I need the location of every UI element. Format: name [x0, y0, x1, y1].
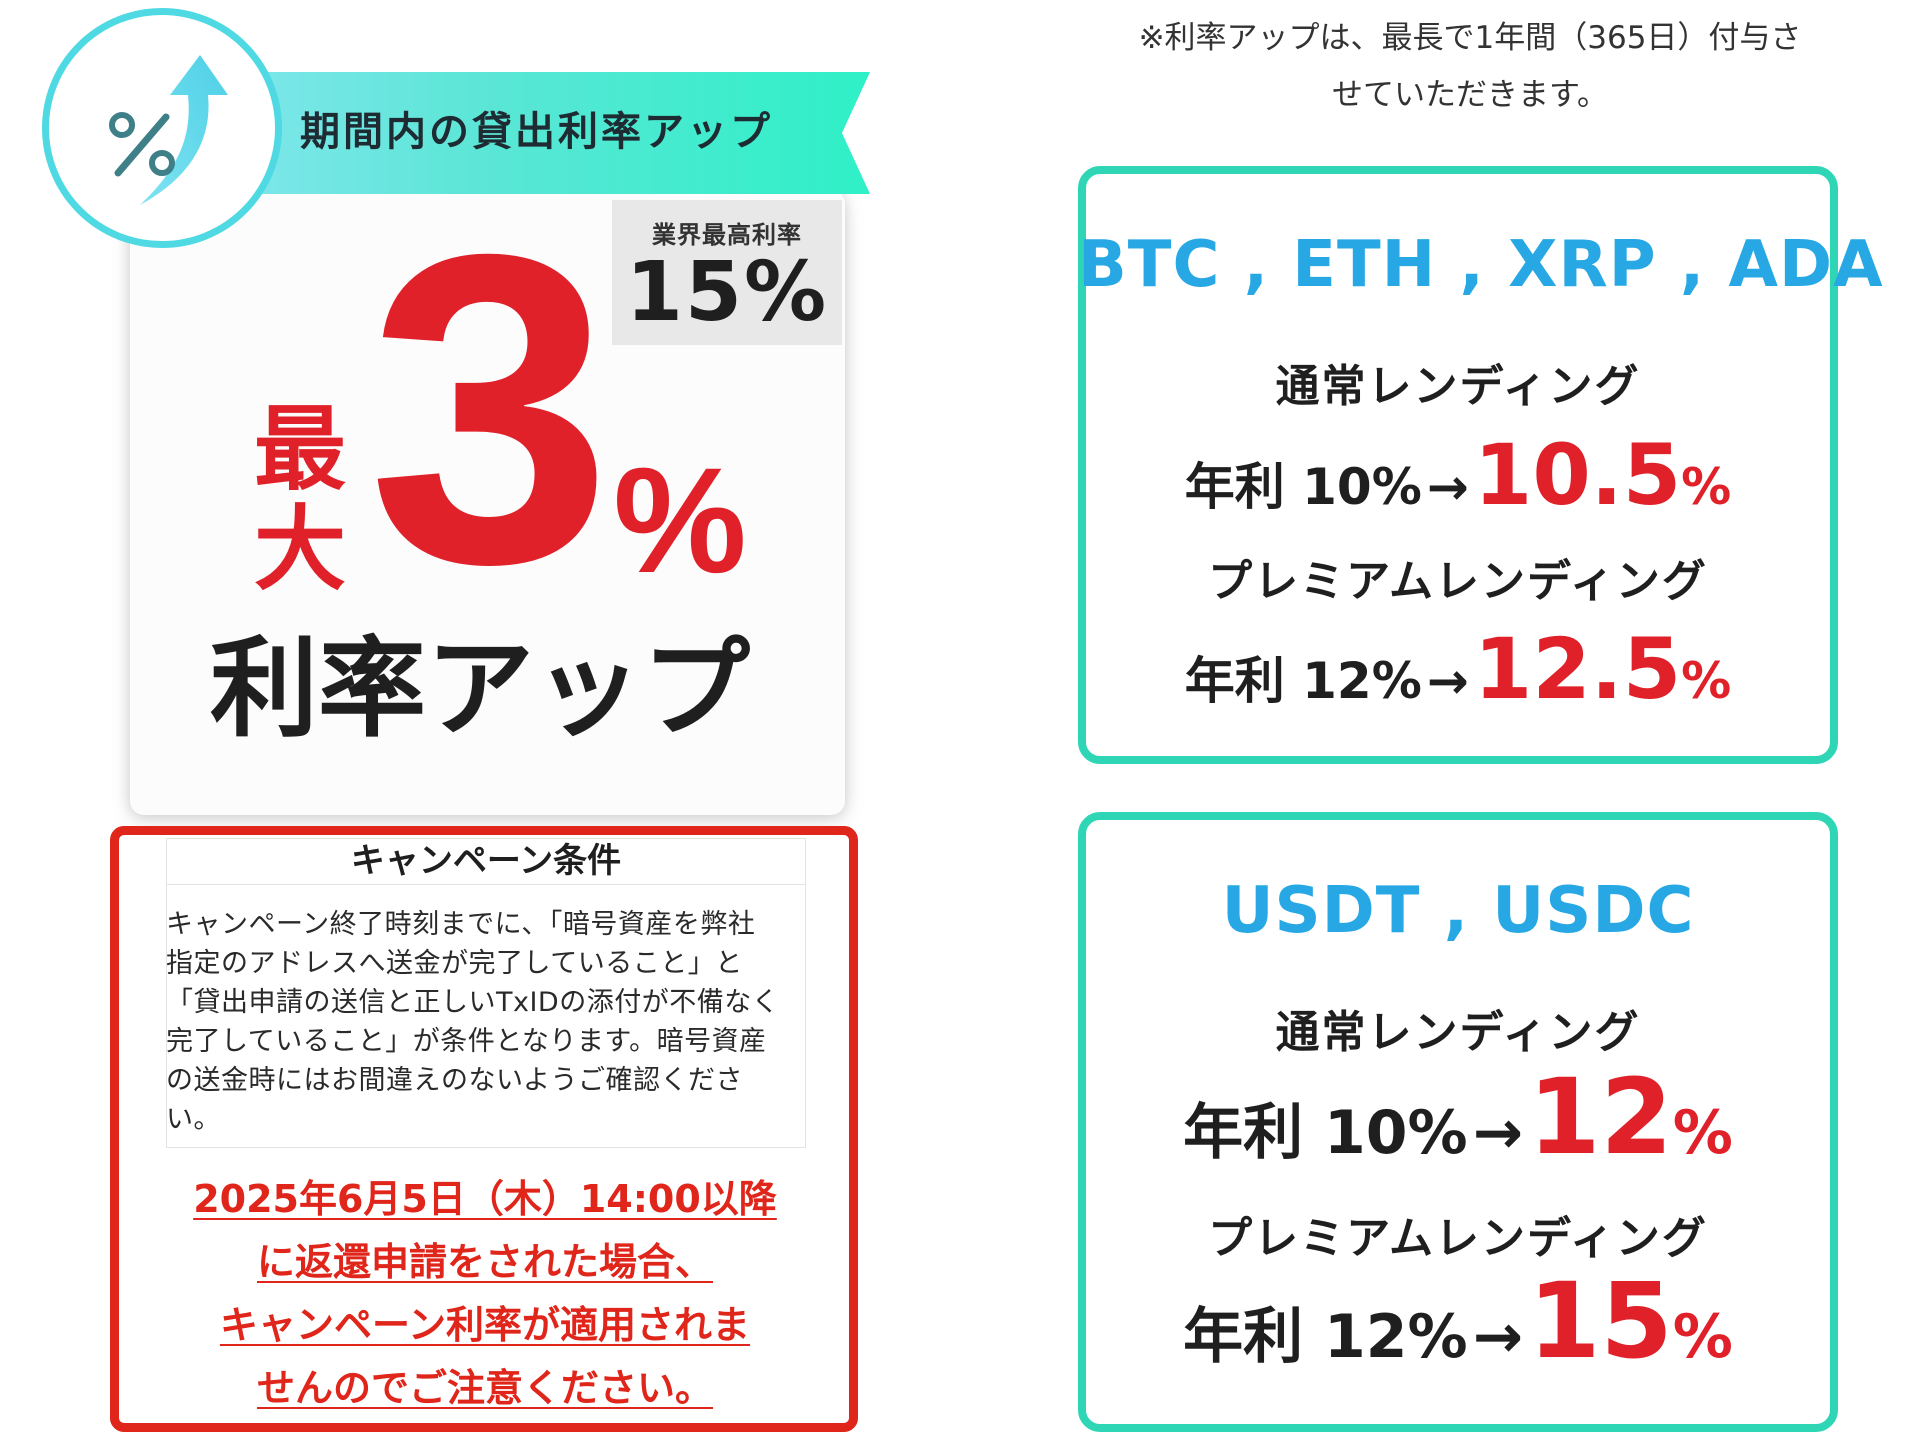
- max-char-1: 最: [253, 396, 346, 503]
- rate-up-text: 利率アップ: [209, 627, 750, 752]
- premium-lending-label: プレミアムレンディング: [1208, 556, 1708, 607]
- arrow-icon: →: [1472, 1098, 1523, 1168]
- big-number: 3: [367, 164, 613, 655]
- normal-lending-label: 通常レンディング: [1275, 361, 1641, 412]
- normal-lending-label: 通常レンディング: [1275, 1007, 1641, 1058]
- premium-lending-label: プレミアムレンディング: [1208, 1213, 1708, 1264]
- conditions-body: キャンペーン終了時刻までに、「暗号資産を弊社 指定のアドレスへ送金が完了している…: [166, 909, 780, 1135]
- old-rate: 年利 10%: [1184, 458, 1422, 516]
- new-rate: 12: [1528, 1056, 1673, 1178]
- old-rate: 年利 12%: [1184, 652, 1422, 710]
- new-rate: 15: [1528, 1260, 1673, 1382]
- normal-rate-row: 年利 10% → 12%: [1078, 1056, 1838, 1178]
- percent-sign: %: [1672, 1098, 1733, 1168]
- tag-label: 業界最高利率: [652, 221, 802, 249]
- premium-rate-row: 年利 12% → 12.5%: [1078, 620, 1838, 718]
- rate-note: ※利率アップは、最長で1年間（365日）付与さ せていただきます。: [1138, 20, 1802, 113]
- conditions-inner-frame: [166, 838, 806, 1148]
- big-percent: %: [613, 436, 747, 604]
- arrow-icon: →: [1426, 652, 1469, 710]
- percent-sign: %: [1681, 458, 1732, 516]
- conditions-warning: 2025年6月5日（木）14:00以降 に返還申請をされた場合、 キャンペーン利…: [193, 1177, 777, 1410]
- tag-value: 15%: [625, 245, 829, 340]
- rate-box-usdt: [1078, 812, 1838, 1432]
- max-char-2: 大: [253, 496, 346, 603]
- conditions-title: キャンペーン条件: [350, 841, 622, 881]
- conditions-box: [110, 826, 858, 1432]
- ribbon-title: 期間内の貸出利率アップ: [300, 109, 773, 155]
- normal-rate-row: 年利 10% → 10.5%: [1078, 426, 1838, 524]
- arrow-icon: →: [1426, 458, 1469, 516]
- percent-sign: %: [1681, 652, 1732, 710]
- old-rate: 年利 10%: [1183, 1098, 1468, 1168]
- percent-sign: %: [1672, 1302, 1733, 1372]
- badge-circle: [42, 8, 282, 248]
- new-rate: 10.5: [1473, 426, 1682, 524]
- old-rate: 年利 12%: [1183, 1302, 1468, 1372]
- tag-box: [612, 200, 842, 345]
- rate-box-btc: [1078, 166, 1838, 764]
- percent-up-arrow-icon: [109, 55, 228, 205]
- coin-list: USDT , USDC: [1221, 874, 1695, 948]
- arrow-icon: →: [1472, 1302, 1523, 1372]
- new-rate: 12.5: [1473, 620, 1682, 718]
- ribbon-banner: [170, 72, 870, 194]
- coin-list: BTC , ETH , XRP , ADA: [1078, 228, 1884, 302]
- conditions-divider: [166, 884, 806, 885]
- premium-rate-row: 年利 12% → 15%: [1078, 1260, 1838, 1382]
